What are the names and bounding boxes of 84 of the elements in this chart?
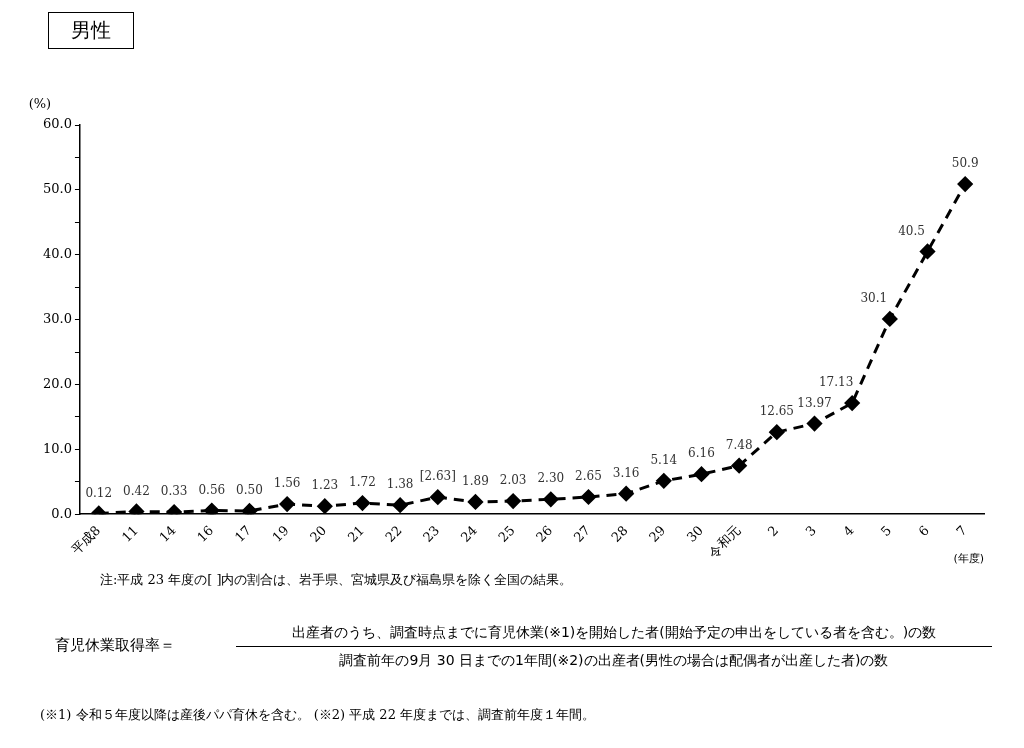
x-tick-label: 20: [306, 522, 330, 545]
y-tick-label: 40.0: [42, 246, 72, 262]
data-label: 50.9: [951, 156, 979, 171]
text: 育児休業取得率＝: [55, 636, 175, 655]
point: [580, 489, 596, 505]
point: [392, 497, 408, 513]
x-tick-label: 30: [683, 522, 706, 545]
data-label: 1.23: [311, 478, 339, 493]
point: [241, 503, 257, 515]
x-tick-label: 22: [382, 522, 405, 545]
data-label: [2.63]: [419, 469, 456, 484]
point: [618, 486, 634, 502]
y-tick-label: 0.0: [51, 505, 72, 521]
x-tick-label: 4: [840, 522, 857, 540]
x-tick-label: 11: [118, 522, 141, 545]
data-label: 0.50: [236, 483, 263, 498]
data-label: 13.97: [797, 395, 832, 410]
data-label: 0.33: [160, 484, 188, 499]
data-label: 1.89: [462, 474, 489, 489]
x-tick-label: 23: [420, 522, 443, 545]
point: [430, 489, 446, 505]
point: [957, 176, 973, 192]
point: [806, 416, 822, 432]
y-tick-label: 10.0: [42, 440, 72, 456]
text: 注:平成 23 年度の[ ]内の割合は、岩手県、宮城県及び福島県を除く全国の結果。: [100, 571, 573, 589]
x-tick-label: 21: [344, 522, 367, 545]
x-tick-label: 令和元: [705, 522, 744, 561]
point: [543, 491, 559, 507]
data-label: 7.48: [725, 437, 753, 452]
x-axis-title: (年度): [953, 552, 984, 566]
x-tick-label: 6: [915, 522, 932, 540]
point: [844, 395, 860, 411]
point: [656, 473, 672, 489]
point: [354, 495, 370, 511]
point: [693, 466, 709, 482]
x-tick-label: 2: [764, 522, 782, 540]
text: 出産者のうち、調査時点までに育児休業(※1)を開始した者(開始予定の申出をしている者を含む。)の数: [290, 624, 938, 642]
point: [731, 458, 747, 474]
x-tick-label: 27: [570, 522, 593, 545]
x-tick-label: 17: [231, 522, 254, 545]
x-tick-label: 28: [608, 522, 631, 545]
point: [505, 493, 521, 509]
data-label: 12.65: [759, 404, 794, 419]
x-tick-label: 29: [646, 522, 669, 545]
data-label: 2.30: [537, 471, 565, 486]
x-tick-label: 19: [269, 522, 292, 545]
point: [882, 311, 898, 327]
y-tick-label: 50.0: [42, 181, 72, 197]
data-label: 5.14: [650, 452, 678, 467]
data-label: 30.1: [860, 291, 888, 306]
text: (※1) 令和５年度以降は産後パパ育休を含む。 (※2) 平成 22 年度までは、調査前年度１年間。: [40, 706, 596, 724]
text: 調査前年の9月 30 日までの1年間(※2)の出産者(男性の場合は配偶者が出産した者)の数: [338, 652, 890, 670]
y-tick-label: 20.0: [42, 375, 72, 391]
data-label: 40.5: [898, 223, 925, 238]
x-tick-label: 16: [193, 522, 217, 545]
data-label: 0.42: [123, 483, 150, 498]
point: [279, 496, 295, 512]
x-tick-label: 24: [457, 522, 480, 545]
data-label: 0.12: [85, 485, 113, 500]
data-label: 1.72: [349, 475, 376, 490]
x-tick-label: 5: [877, 522, 895, 540]
data-label: 1.56: [273, 476, 301, 491]
data-label: 2.03: [499, 473, 527, 488]
y-axis-title: (%): [28, 95, 52, 111]
point: [920, 243, 935, 259]
x-tick-label: 26: [533, 522, 556, 545]
data-label: 0.56: [198, 482, 226, 497]
x-tick-label: 平成8: [68, 522, 104, 558]
x-tick-label: 7: [953, 522, 970, 540]
x-tick-label: 25: [495, 522, 518, 545]
point: [204, 503, 220, 515]
x-tick-label: 3: [802, 522, 819, 540]
data-label: 6.16: [688, 446, 715, 461]
data-label: 2.65: [575, 469, 602, 484]
point: [317, 498, 333, 514]
data-label: 3.16: [612, 465, 640, 480]
point: [467, 494, 483, 510]
y-tick-label: 30.0: [42, 310, 72, 326]
y-tick-label: 60.0: [42, 116, 72, 132]
chart-title: 男性: [48, 12, 134, 49]
x-tick-label: 14: [156, 522, 179, 545]
point: [769, 424, 785, 440]
data-label: 1.38: [386, 477, 414, 492]
data-label: 17.13: [818, 375, 854, 390]
